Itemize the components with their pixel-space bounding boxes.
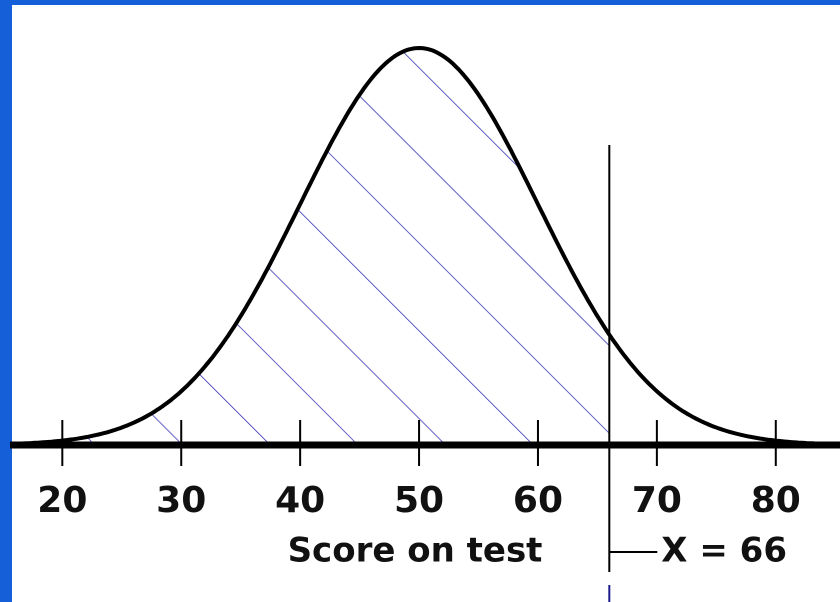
- x-tick-label: 70: [632, 480, 682, 521]
- density-curve: [9, 45, 840, 447]
- plot: 20 30 40 50 60 70 80: [9, 45, 840, 602]
- x-tick-label: 20: [37, 480, 87, 521]
- x-axis-label: Score on test: [288, 531, 543, 571]
- left-border: [0, 0, 12, 602]
- x-tick-label: 80: [751, 480, 801, 521]
- x-tick-label: 40: [275, 480, 325, 521]
- annotation: X = 66: [661, 531, 787, 571]
- top-border: [0, 0, 840, 5]
- x-tick-label: 30: [156, 480, 206, 521]
- shaded-area: [10, 48, 610, 445]
- x-tick-label: 60: [513, 480, 563, 521]
- x-tick-label: 50: [394, 480, 444, 521]
